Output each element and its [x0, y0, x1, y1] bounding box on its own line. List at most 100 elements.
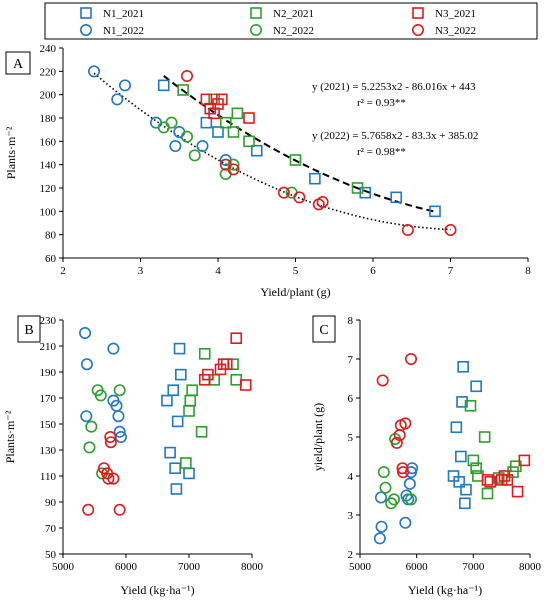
panel-c-point-n2-2022	[387, 493, 400, 506]
panel-c-series-n2-2022	[377, 432, 417, 510]
panel-b-series-n3-2022	[82, 430, 126, 516]
panel-b: 5000 6000 7000 8000 50 70 90 110 130 150 170 190 210…	[3, 315, 264, 597]
panel-a-y-axis-title: Plants·m⁻²	[4, 126, 18, 179]
panel-a-point-n2-2022	[227, 158, 240, 171]
panel-b-y-tick-label: 210	[40, 341, 57, 353]
legend-label-n3-2021: N3_2021	[435, 8, 476, 20]
panel-b-point-n3-2021	[239, 379, 252, 391]
panel-a-y-tick-label: 200	[40, 90, 57, 102]
panel-c-point-n3-2022	[404, 352, 417, 365]
panel-a-point-n2-2021	[177, 84, 189, 96]
panel-c-point-n1-2022	[373, 532, 386, 545]
panel-c-series-n3-2021	[481, 454, 531, 498]
panel-c-point-n3-2021	[481, 474, 494, 486]
panel-a-y-tick-label: 140	[40, 160, 57, 172]
legend-marker-n2-2021	[250, 7, 262, 19]
panel-c-point-n1-2022	[374, 491, 387, 504]
panel-b-point-n3-2021	[202, 368, 214, 381]
panel-a-y-tick-label: 240	[40, 43, 57, 55]
panel-b-point-n1-2021	[169, 462, 181, 475]
panel-a-point-n2-2022	[157, 121, 170, 134]
panel-a-point-n1-2022	[119, 79, 132, 92]
panel-c-point-n2-2022	[404, 493, 417, 506]
panel-c-point-n3-2021	[501, 474, 514, 486]
panel-c-point-n3-2022	[396, 462, 409, 475]
panel-b-x-tick-label: 8000	[241, 561, 264, 573]
panel-b-y-tick-label: 50	[45, 549, 57, 561]
panel-c-point-n2-2021	[481, 487, 494, 500]
panel-c-point-n2-2021	[510, 460, 522, 473]
panel-a-point-n1-2022	[169, 140, 182, 153]
panel-a-letter-box	[5, 51, 31, 75]
panel-b-point-n2-2022	[94, 389, 107, 402]
panel-c-letter-box	[312, 315, 336, 343]
legend-marker-n3-2022	[411, 23, 424, 36]
panel-a-point-n3-2022	[316, 196, 329, 209]
panel-b-point-n1-2021	[164, 446, 176, 459]
panel-b-point-n1-2022	[112, 410, 125, 423]
panel-c-point-n1-2021	[470, 380, 482, 393]
panel-a-x-tick-label: 2	[60, 265, 66, 277]
panel-a-point-n1-2021	[390, 191, 403, 204]
panel-a-point-n3-2021	[216, 93, 228, 106]
panel-b-point-n2-2021	[195, 425, 208, 438]
panel-a-letter: A	[13, 57, 24, 72]
panel-b-point-n3-2022	[104, 430, 117, 443]
panel-c-point-n1-2022	[399, 516, 412, 529]
panel-b-point-n1-2021	[171, 415, 184, 428]
panel-c-point-n3-2022	[397, 466, 410, 479]
panel-a-x-tick-label: 3	[138, 265, 144, 277]
panel-a-point-n3-2022	[181, 70, 194, 83]
panel-b-letter-box	[17, 315, 41, 343]
panel-b-point-n1-2022	[80, 358, 93, 371]
panel-a-series-n2-2022	[157, 116, 298, 199]
panel-b-x-axis-title: Yield (kg·ha⁻¹)	[120, 583, 194, 597]
panel-c-point-n3-2022	[399, 417, 412, 430]
panel-c-point-n1-2022	[403, 477, 416, 490]
legend-label-n2-2022: N2_2022	[273, 25, 314, 37]
panel-c-point-n1-2021	[453, 476, 465, 488]
panel-b-point-n2-2022	[83, 441, 96, 454]
panel-a-point-n2-2021	[219, 116, 232, 129]
panel-b-y-tick-label: 150	[40, 419, 57, 431]
panel-a-y-tick-label: 120	[40, 183, 57, 195]
panel-b-point-n3-2022	[82, 503, 95, 516]
panel-b-series-n1-2021	[161, 342, 195, 495]
panel-b-series-n1-2022	[79, 326, 127, 443]
panel-c-point-n3-2021	[484, 476, 497, 488]
panel-c-y-tick-label: 8	[348, 315, 354, 327]
panel-a-point-n3-2022	[293, 191, 306, 204]
panel-a-point-n1-2021	[309, 172, 321, 185]
panel-a-point-n2-2021	[227, 126, 240, 138]
panel-a: 2 3 4 5 6 7 8 60 80 100 120 140 160 180 200 220 240 Yield…	[4, 43, 531, 299]
panel-b-point-n2-2021	[198, 347, 211, 360]
panel-a-y-tick-label: 180	[40, 113, 57, 125]
panel-c-point-n2-2021	[470, 462, 482, 475]
legend-frame	[44, 2, 538, 40]
panel-b-x-tick-label: 5000	[52, 561, 75, 573]
panel-a-equation-3: r² = 0.98**	[357, 146, 406, 158]
panel-c-y-tick-label: 3	[348, 510, 354, 522]
panel-a-point-n1-2021	[157, 79, 170, 92]
legend: N1_2021 N2_2021 N3_2021 N1_2022 N2_2022 N3_20…	[44, 2, 538, 40]
panel-b-y-tick-label: 70	[45, 523, 57, 535]
panel-c-x-tick-label: 8000	[519, 561, 542, 573]
legend-marker-n1-2022	[80, 23, 93, 36]
panel-a-point-n3-2022	[401, 224, 414, 237]
panel-a-y-tick-label: 220	[40, 66, 57, 78]
panel-a-y-tick-label: 60	[45, 253, 57, 265]
panel-b-x-tick-label: 7000	[178, 561, 201, 573]
panel-c-point-n1-2021	[459, 497, 471, 510]
panel-a-series-n3-2022	[181, 70, 457, 237]
panel-b-y-tick-label: 90	[45, 497, 57, 509]
panel-b-point-n3-2022	[113, 503, 126, 516]
panel-a-x-tick-label: 6	[370, 265, 376, 277]
panel-b-y-tick-label: 130	[40, 445, 57, 457]
panel-c-y-tick-label: 2	[348, 549, 354, 561]
legend-marker-n1-2021	[80, 7, 92, 19]
panel-a-trendline-2022	[93, 72, 451, 231]
panel-c-point-n1-2021	[456, 396, 468, 408]
panel-a-point-n1-2022	[111, 93, 124, 106]
panel-b-point-n2-2021	[186, 384, 198, 397]
panel-c-point-n3-2022	[390, 436, 403, 449]
